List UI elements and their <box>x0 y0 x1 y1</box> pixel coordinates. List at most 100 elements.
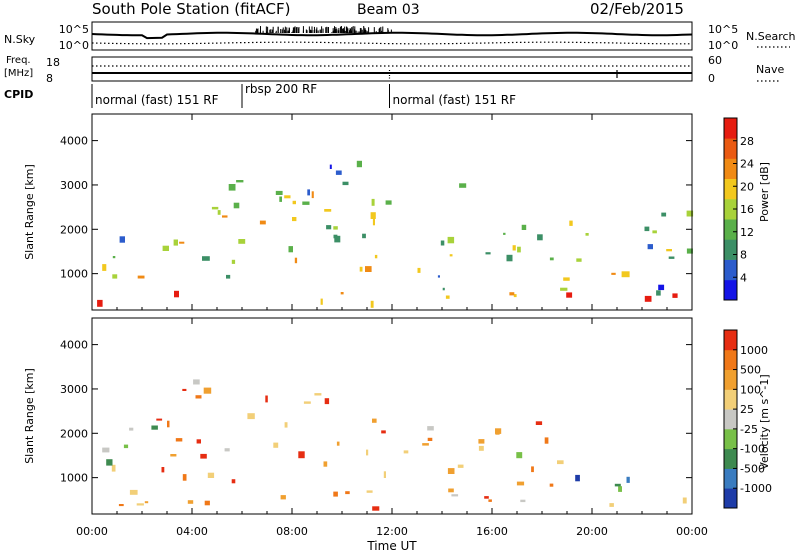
time-axis: 00:00 04:00 08:00 12:00 16:00 20:00 00:00 <box>76 114 708 538</box>
heatmap-cell <box>129 427 134 431</box>
heatmap-cell <box>174 290 179 298</box>
heatmap-cell <box>372 218 375 226</box>
heatmap-cell <box>187 500 194 504</box>
heatmap-cell <box>370 212 376 219</box>
heatmap-cell <box>298 451 305 459</box>
time-tick-label: 00:00 <box>76 525 108 538</box>
freq-unit: [MHz] <box>4 68 33 79</box>
heatmap-cell <box>151 425 158 430</box>
colorbar-tick-label: 20 <box>740 180 754 193</box>
heatmap-cell <box>303 401 311 404</box>
time-axis-label: Time UT <box>366 539 417 553</box>
heatmap-cell <box>621 271 630 278</box>
heatmap-cell <box>563 277 570 281</box>
heatmap-cell <box>448 488 454 493</box>
heatmap-cell <box>129 489 138 495</box>
nave-label: Nave <box>756 63 784 76</box>
heatmap-cell <box>179 241 185 244</box>
heatmap-cell <box>644 226 650 232</box>
heatmap-cell <box>513 294 517 298</box>
heatmap-cell <box>366 449 369 456</box>
nsearch-label: N.Search <box>746 30 796 43</box>
heatmap-cell <box>97 299 103 307</box>
heatmap-cell <box>102 264 107 271</box>
range-tick-label: 1000 <box>60 472 88 485</box>
heatmap-cell <box>202 256 210 261</box>
heatmap-cell <box>336 441 340 446</box>
heatmap-cell <box>658 284 665 291</box>
heatmap-cell <box>609 503 614 507</box>
colorbar-swatch <box>724 239 737 260</box>
heatmap-cell <box>334 235 341 243</box>
freq-tick-bottom: 8 <box>46 72 53 85</box>
heatmap-cell <box>557 460 564 465</box>
range-tick-label: 4000 <box>60 339 88 352</box>
colorbar-tick-label: 12 <box>740 226 754 239</box>
heatmap-cell <box>422 443 429 446</box>
heatmap-cell <box>516 481 525 486</box>
time-tick-label: 08:00 <box>276 525 308 538</box>
heatmap-cell <box>442 287 445 291</box>
heatmap-cell <box>173 239 178 246</box>
time-tick-label: 12:00 <box>376 525 408 538</box>
colorbar-tick-label: -100 <box>740 443 765 456</box>
freq-panel-frame <box>91 56 693 82</box>
colorbar-tick-label: 100 <box>740 383 761 396</box>
heatmap-cell <box>445 295 450 299</box>
heatmap-cell <box>517 246 521 253</box>
heatmap-cell <box>345 491 350 495</box>
colorbar-swatch <box>724 389 737 410</box>
colorbar-tick-label: 500 <box>740 364 761 377</box>
heatmap-cell <box>535 421 543 425</box>
range-tick-label: 2000 <box>60 223 88 236</box>
heatmap-cell <box>118 504 124 507</box>
heatmap-cell <box>175 438 183 442</box>
heatmap-cell <box>284 422 288 428</box>
heatmap-cell <box>196 439 201 444</box>
cpid-label: CPID <box>4 88 33 101</box>
heatmap-cell <box>324 209 332 212</box>
heatmap-cell <box>203 387 212 394</box>
heatmap-cell <box>503 232 506 235</box>
cpid-segment-label: normal (fast) 151 RF <box>393 93 517 107</box>
heatmap-cell <box>236 180 244 183</box>
power-heatmap-cells <box>97 160 694 308</box>
colorbar-swatch <box>724 158 737 179</box>
cpid-segment-label: normal (fast) 151 RF <box>95 93 219 107</box>
beam-label: Beam 03 <box>357 2 420 18</box>
colorbar-swatch <box>724 409 737 430</box>
velocity-heatmap-cells <box>102 379 687 511</box>
heatmap-cell <box>484 496 489 499</box>
heatmap-cell <box>342 181 349 186</box>
heatmap-cell <box>161 467 165 473</box>
cpid-segment-label: rbsp 200 RF <box>245 82 317 96</box>
nsky-tick-bottom: 10^0 <box>59 39 89 52</box>
colorbar-tick-label: 8 <box>740 249 747 262</box>
colorbar-swatch <box>724 468 737 489</box>
heatmap-cell <box>576 258 582 262</box>
heatmap-cell <box>644 295 652 302</box>
heatmap-cell <box>575 474 580 482</box>
heatmap-cell <box>362 233 366 239</box>
heatmap-cell <box>447 468 455 474</box>
heatmap-cell <box>449 254 453 257</box>
heatmap-cell <box>427 437 433 441</box>
colorbar-tick-label: 25 <box>740 403 754 416</box>
heatmap-cell <box>259 220 266 225</box>
heatmap-cell <box>370 300 374 308</box>
velocity-panel-frame <box>91 317 693 515</box>
range-tick-label: 4000 <box>60 135 88 148</box>
heatmap-cell <box>371 198 375 206</box>
colorbar-swatch <box>724 448 737 469</box>
heatmap-cell <box>566 292 573 298</box>
heatmap-cell <box>626 476 630 483</box>
heatmap-cell <box>447 236 455 244</box>
velocity-y-axis: 1000 2000 3000 4000 <box>60 339 692 485</box>
heatmap-cell <box>111 464 116 472</box>
range-tick-label: 3000 <box>60 179 88 192</box>
heatmap-cell <box>372 506 380 511</box>
heatmap-cell <box>224 448 230 452</box>
heatmap-cell <box>661 212 667 217</box>
heatmap-cell <box>366 490 373 493</box>
